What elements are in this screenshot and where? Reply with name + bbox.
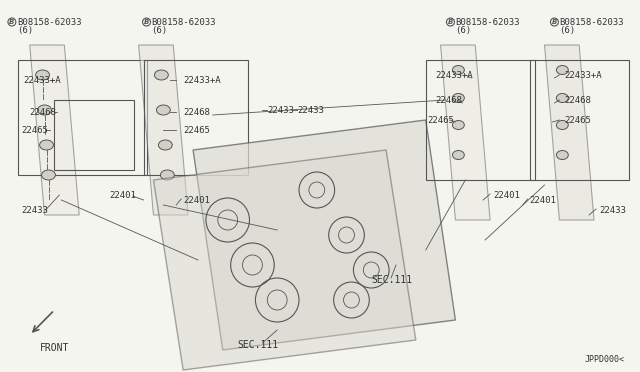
Text: 22433: 22433 (599, 205, 626, 215)
Polygon shape (440, 45, 490, 220)
Ellipse shape (154, 70, 168, 80)
Text: 22401: 22401 (109, 190, 136, 199)
Text: B: B (144, 19, 149, 25)
Ellipse shape (40, 140, 54, 150)
Text: (6): (6) (456, 26, 472, 35)
Text: 22468: 22468 (564, 96, 591, 105)
Ellipse shape (452, 151, 465, 160)
Text: B08158-62033: B08158-62033 (559, 17, 624, 26)
Ellipse shape (556, 151, 568, 160)
Text: B08158-62033: B08158-62033 (152, 17, 216, 26)
Ellipse shape (159, 140, 172, 150)
Text: 22433: 22433 (22, 205, 49, 215)
Ellipse shape (452, 65, 465, 74)
Text: (6): (6) (152, 26, 168, 35)
Text: B08158-62033: B08158-62033 (456, 17, 520, 26)
Polygon shape (29, 45, 79, 215)
Text: 22433+A: 22433+A (183, 76, 221, 84)
Ellipse shape (556, 93, 568, 103)
Ellipse shape (556, 121, 568, 129)
Text: 22465: 22465 (183, 125, 210, 135)
Text: B: B (9, 19, 15, 25)
Polygon shape (139, 45, 188, 215)
Ellipse shape (36, 70, 49, 80)
Text: B08158-62033: B08158-62033 (17, 17, 81, 26)
Text: 22465: 22465 (428, 115, 454, 125)
Bar (530, 60, 628, 180)
Ellipse shape (556, 65, 568, 74)
Text: 22465: 22465 (22, 125, 49, 135)
Text: 22468: 22468 (29, 108, 56, 116)
Text: SEC.111: SEC.111 (237, 340, 279, 350)
Polygon shape (193, 120, 456, 350)
Text: B: B (552, 19, 557, 25)
Ellipse shape (156, 105, 170, 115)
Ellipse shape (452, 121, 465, 129)
Text: SEC.111: SEC.111 (371, 275, 412, 285)
Ellipse shape (38, 105, 51, 115)
Text: FRONT: FRONT (40, 343, 69, 353)
Bar (54, 100, 134, 170)
Text: 22433: 22433 (297, 106, 324, 115)
Text: (6): (6) (17, 26, 33, 35)
Text: JPPD000<: JPPD000< (584, 356, 624, 365)
Text: 22468: 22468 (183, 108, 210, 116)
Text: (6): (6) (559, 26, 575, 35)
Ellipse shape (42, 170, 56, 180)
Polygon shape (154, 150, 416, 370)
Text: 22401: 22401 (530, 196, 557, 205)
Text: B: B (448, 19, 453, 25)
Ellipse shape (161, 170, 174, 180)
Text: 22433+A: 22433+A (24, 76, 61, 84)
Text: 22433: 22433 (268, 106, 294, 115)
Ellipse shape (452, 93, 465, 103)
Text: 22465: 22465 (564, 115, 591, 125)
Polygon shape (545, 45, 594, 220)
Text: 22468: 22468 (436, 96, 463, 105)
Text: 22401: 22401 (183, 196, 210, 205)
Text: 22433+A: 22433+A (564, 71, 602, 80)
Bar (18, 60, 147, 175)
Bar (426, 60, 534, 180)
Text: 22401: 22401 (493, 190, 520, 199)
Text: 22433+A: 22433+A (436, 71, 473, 80)
Bar (143, 60, 248, 175)
